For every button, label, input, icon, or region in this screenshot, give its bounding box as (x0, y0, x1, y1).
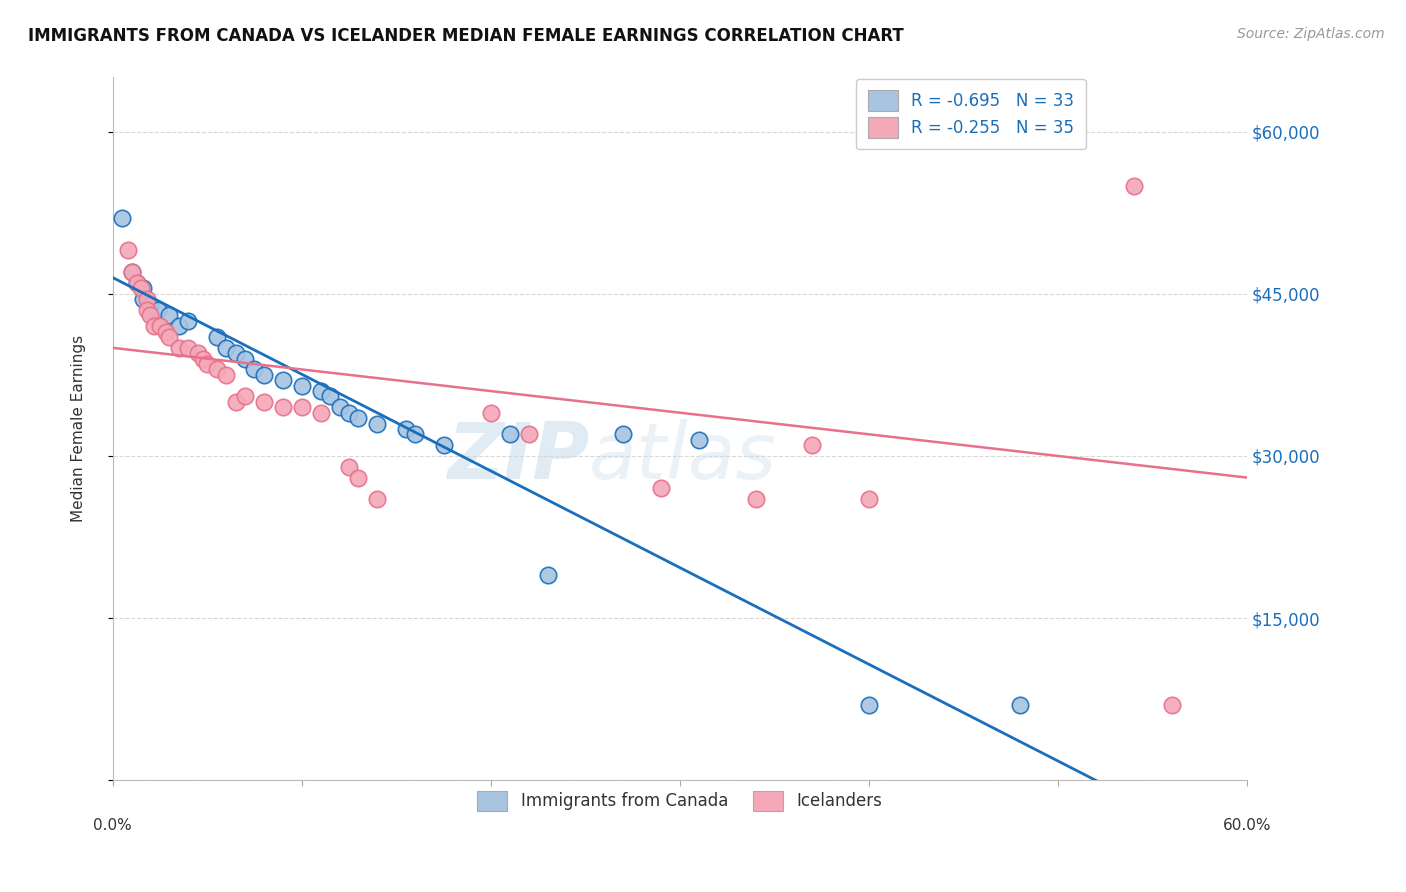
Point (117, 244, 139, 258)
Point (149, 319, 172, 334)
Point (858, 492, 880, 507)
Point (1160, 698, 1182, 712)
Point (132, 292, 155, 306)
Point (139, 309, 162, 323)
Point (225, 346, 247, 360)
Point (253, 368, 276, 382)
Point (479, 406, 502, 420)
Point (193, 351, 215, 366)
Point (127, 276, 149, 290)
Point (688, 433, 710, 447)
Point (132, 281, 155, 295)
Point (499, 427, 522, 442)
Point (253, 395, 276, 409)
Point (650, 482, 672, 496)
Point (309, 406, 332, 420)
Y-axis label: Median Female Earnings: Median Female Earnings (72, 335, 86, 523)
Text: IMMIGRANTS FROM CANADA VS ICELANDER MEDIAN FEMALE EARNINGS CORRELATION CHART: IMMIGRANTS FROM CANADA VS ICELANDER MEDI… (28, 27, 904, 45)
Point (395, 422, 418, 436)
Point (1010, 698, 1032, 712)
Point (157, 309, 180, 323)
Point (135, 302, 157, 317)
Point (225, 395, 247, 409)
Text: Source: ZipAtlas.com: Source: ZipAtlas.com (1237, 27, 1385, 41)
Point (347, 470, 370, 484)
Point (157, 330, 180, 344)
Text: 60.0%: 60.0% (1223, 818, 1271, 833)
Point (291, 378, 314, 392)
Point (215, 368, 238, 382)
Point (271, 401, 294, 415)
Point (366, 492, 388, 507)
Point (271, 373, 294, 387)
Point (328, 401, 350, 415)
Point (337, 406, 360, 420)
Point (177, 341, 200, 355)
Point (121, 265, 143, 279)
Text: atlas: atlas (589, 419, 778, 495)
Point (517, 427, 540, 442)
Point (167, 319, 190, 334)
Point (177, 314, 200, 328)
Point (1122, 178, 1144, 193)
Point (187, 346, 209, 360)
Point (155, 325, 177, 339)
Point (127, 276, 149, 290)
Point (139, 297, 162, 311)
Point (291, 401, 314, 415)
Point (205, 362, 228, 376)
Point (111, 211, 134, 225)
Point (309, 384, 332, 398)
Point (243, 362, 266, 376)
Point (135, 292, 157, 306)
Point (143, 319, 166, 334)
Point (612, 427, 634, 442)
Legend: Immigrants from Canada, Icelanders: Immigrants from Canada, Icelanders (465, 779, 894, 822)
Point (146, 302, 169, 317)
Point (347, 411, 370, 425)
Point (233, 389, 256, 403)
Point (233, 351, 256, 366)
Point (319, 389, 342, 403)
Point (215, 341, 238, 355)
Point (205, 330, 228, 344)
Text: ZIP: ZIP (447, 419, 589, 495)
Point (404, 427, 426, 442)
Text: 0.0%: 0.0% (93, 818, 132, 833)
Point (536, 568, 558, 582)
Point (858, 698, 880, 712)
Point (167, 341, 190, 355)
Point (744, 492, 766, 507)
Point (432, 438, 454, 452)
Point (366, 417, 388, 431)
Point (801, 438, 824, 452)
Point (195, 357, 218, 371)
Point (129, 281, 152, 295)
Point (121, 265, 143, 279)
Point (337, 459, 360, 474)
